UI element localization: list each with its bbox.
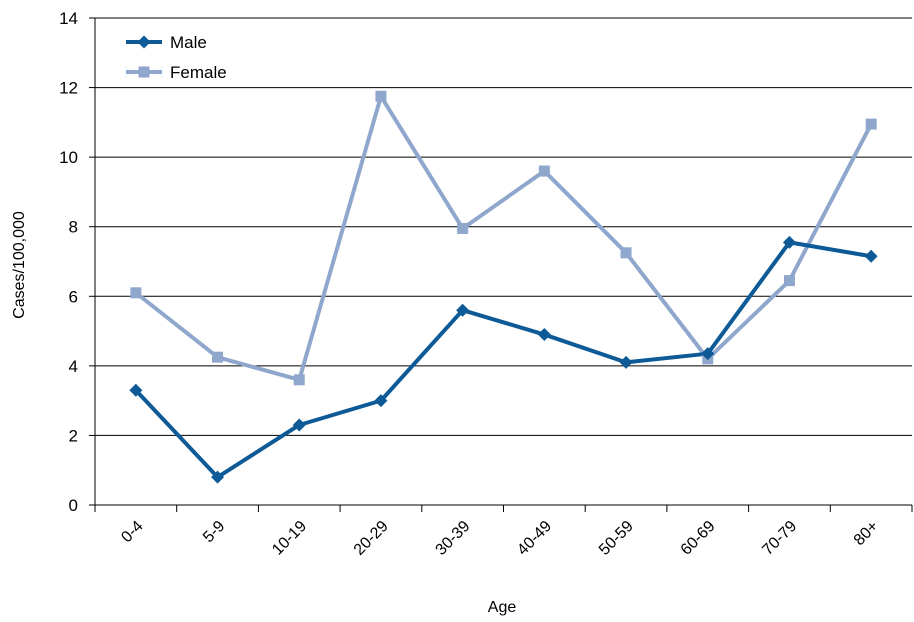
point-male-1 bbox=[211, 470, 225, 484]
point-female-0 bbox=[130, 287, 142, 299]
point-male-7 bbox=[701, 347, 715, 361]
x-tick-label-6: 50-59 bbox=[596, 518, 637, 559]
series-line-female bbox=[133, 94, 874, 382]
data-markers bbox=[129, 90, 878, 484]
point-female-9 bbox=[865, 118, 877, 130]
y-tick-label-5: 10 bbox=[59, 148, 78, 167]
point-female-2 bbox=[293, 374, 305, 386]
x-tick-label-3: 20-29 bbox=[351, 518, 392, 559]
x-tick-label-1: 5-9 bbox=[200, 518, 228, 546]
point-female-3 bbox=[375, 90, 387, 102]
series-line-male bbox=[133, 240, 874, 480]
y-axis-title: Cases/100,000 bbox=[11, 211, 28, 319]
y-tick-label-6: 12 bbox=[59, 79, 78, 98]
point-female-4 bbox=[457, 222, 469, 234]
legend-marker-female bbox=[138, 66, 150, 78]
x-tick-label-8: 70-79 bbox=[759, 518, 800, 559]
y-tick-label-3: 6 bbox=[69, 287, 78, 306]
legend: Male Female bbox=[126, 33, 227, 82]
point-male-5 bbox=[537, 328, 551, 342]
y-tick-label-2: 4 bbox=[69, 357, 78, 376]
point-female-5 bbox=[538, 165, 550, 177]
y-tick-label-7: 14 bbox=[59, 9, 78, 28]
x-tick-label-5: 40-49 bbox=[514, 518, 555, 559]
point-male-6 bbox=[619, 355, 633, 369]
legend-marker-male bbox=[137, 35, 151, 49]
point-male-3 bbox=[374, 394, 388, 408]
y-tick-label-4: 8 bbox=[69, 218, 78, 237]
point-male-9 bbox=[864, 249, 878, 263]
x-tick-label-2: 10-19 bbox=[269, 518, 310, 559]
series-lines bbox=[133, 94, 874, 480]
legend-label-male: Male bbox=[170, 33, 207, 52]
x-tick-label-9: 80+ bbox=[851, 518, 882, 549]
point-male-0 bbox=[129, 383, 143, 397]
x-tick-label-0: 0-4 bbox=[118, 518, 146, 546]
x-tick-label-7: 60-69 bbox=[678, 518, 719, 559]
point-male-8 bbox=[782, 235, 796, 249]
y-tick-label-1: 2 bbox=[69, 426, 78, 445]
gridlines bbox=[95, 17, 912, 436]
x-axis-title: Age bbox=[488, 599, 517, 616]
point-male-2 bbox=[292, 418, 306, 432]
x-tick-label-4: 30-39 bbox=[433, 518, 474, 559]
point-female-6 bbox=[620, 247, 632, 259]
point-male-4 bbox=[456, 303, 470, 317]
y-tick-label-0: 0 bbox=[69, 496, 78, 515]
legend-label-female: Female bbox=[170, 63, 227, 82]
point-female-8 bbox=[783, 275, 795, 287]
point-female-1 bbox=[212, 351, 224, 363]
